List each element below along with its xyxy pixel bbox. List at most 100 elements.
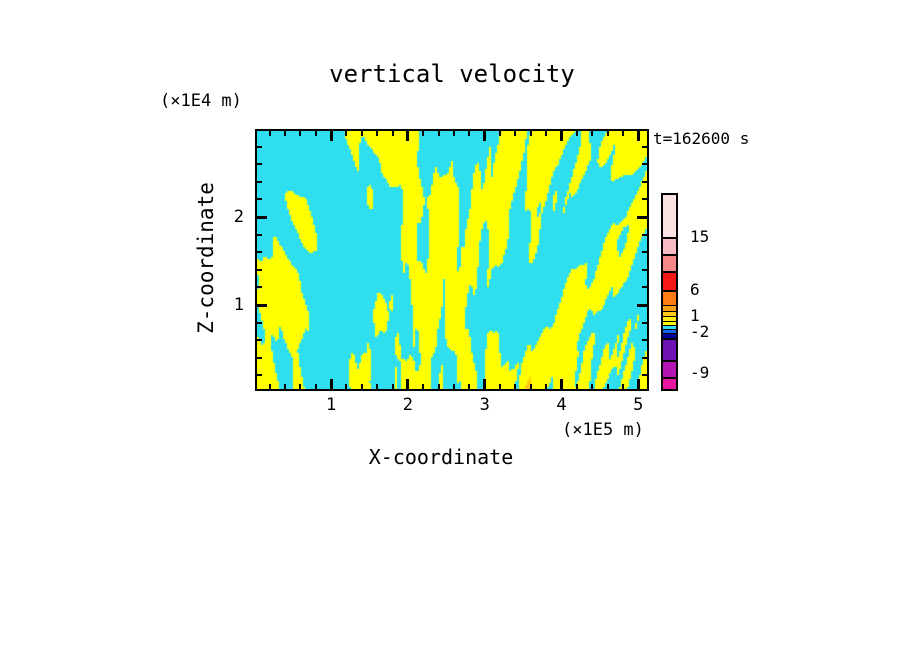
tick-mark	[591, 131, 594, 136]
tick-mark	[284, 384, 287, 389]
tick-mark	[575, 384, 578, 389]
tick-mark	[514, 384, 517, 389]
y-axis-title: Z-coordinate	[194, 182, 218, 334]
colorbar-segment	[663, 321, 676, 325]
tick-mark	[406, 379, 410, 389]
tick-mark	[642, 356, 647, 359]
tick-mark	[257, 374, 262, 377]
tick-mark	[268, 131, 271, 136]
tick-mark	[257, 233, 262, 236]
tick-mark	[437, 384, 440, 389]
x-tick-label: 4	[556, 395, 567, 415]
tick-mark	[621, 384, 624, 389]
tick-mark	[452, 384, 455, 389]
tick-mark	[483, 131, 487, 141]
tick-mark	[529, 384, 532, 389]
tick-mark	[329, 131, 333, 141]
time-annotation: t=162600 s	[653, 129, 750, 148]
colorbar-segment	[663, 316, 676, 321]
colorbar-segment	[663, 305, 676, 311]
tick-mark	[545, 131, 548, 136]
tick-mark	[284, 131, 287, 136]
tick-mark	[257, 339, 262, 342]
colorbar-label: 15	[690, 227, 710, 246]
tick-mark	[406, 131, 410, 141]
colorbar-segment	[663, 329, 676, 333]
x-tick-label: 5	[633, 395, 644, 415]
tick-mark	[499, 384, 502, 389]
tick-mark	[257, 303, 267, 307]
tick-mark	[642, 268, 647, 271]
colorbar-label: -9	[690, 363, 710, 382]
x-tick-label: 2	[402, 395, 414, 415]
colorbar	[661, 193, 678, 391]
tick-mark	[422, 384, 425, 389]
tick-mark	[575, 131, 578, 136]
colorbar-segment	[663, 333, 676, 338]
tick-mark	[642, 286, 647, 289]
colorbar-segment	[663, 237, 676, 254]
tick-mark	[257, 215, 267, 219]
y-tick-label: 1	[233, 295, 244, 315]
tick-mark	[642, 145, 647, 148]
tick-mark	[257, 198, 262, 201]
tick-mark	[376, 131, 379, 136]
tick-mark	[636, 131, 640, 141]
colorbar-label: 1	[690, 306, 700, 325]
tick-mark	[499, 131, 502, 136]
colorbar-label: 6	[690, 280, 700, 299]
tick-mark	[314, 384, 317, 389]
tick-mark	[642, 339, 647, 342]
x-axis-unit-label: (×1E5 m)	[562, 420, 644, 440]
tick-mark	[529, 131, 532, 136]
tick-mark	[299, 131, 302, 136]
colorbar-segment	[663, 325, 676, 329]
tick-mark	[483, 379, 487, 389]
colorbar-segment	[663, 195, 676, 237]
tick-mark	[642, 251, 647, 254]
tick-mark	[345, 131, 348, 136]
tick-mark	[560, 379, 563, 389]
tick-mark	[345, 384, 348, 389]
tick-mark	[391, 131, 394, 136]
tick-mark	[591, 384, 594, 389]
tick-mark	[257, 356, 262, 359]
tick-mark	[642, 233, 647, 236]
tick-mark	[376, 384, 379, 389]
x-tick-label: 1	[325, 395, 337, 415]
colorbar-label: -2	[690, 322, 710, 341]
colorbar-segment	[663, 377, 676, 389]
plot-area	[255, 129, 649, 391]
tick-mark	[452, 131, 455, 136]
tick-mark	[314, 131, 317, 136]
tick-mark	[545, 384, 548, 389]
tick-mark	[257, 286, 262, 289]
colorbar-segment	[663, 290, 676, 305]
x-tick-label: 3	[479, 395, 490, 415]
tick-mark	[642, 180, 647, 183]
tick-mark	[360, 384, 363, 389]
tick-mark	[560, 131, 563, 141]
tick-mark	[257, 268, 262, 271]
colorbar-segment	[663, 338, 676, 360]
colorbar-segment	[663, 254, 676, 271]
tick-mark	[642, 163, 647, 166]
tick-mark	[268, 384, 271, 389]
tick-mark	[514, 131, 517, 136]
x-axis-title: X-coordinate	[368, 445, 514, 469]
y-axis-unit-label: (×1E4 m)	[160, 91, 242, 111]
tick-mark	[257, 251, 262, 254]
tick-mark	[257, 180, 262, 183]
y-tick-label: 2	[233, 207, 244, 227]
tick-mark	[468, 131, 471, 136]
contour-field-canvas	[257, 131, 647, 389]
tick-mark	[422, 131, 425, 136]
tick-mark	[329, 379, 333, 389]
tick-mark	[637, 215, 647, 219]
tick-mark	[437, 131, 440, 136]
tick-mark	[360, 131, 363, 136]
chart-title: vertical velocity	[329, 60, 575, 88]
tick-mark	[642, 198, 647, 201]
tick-mark	[468, 384, 471, 389]
